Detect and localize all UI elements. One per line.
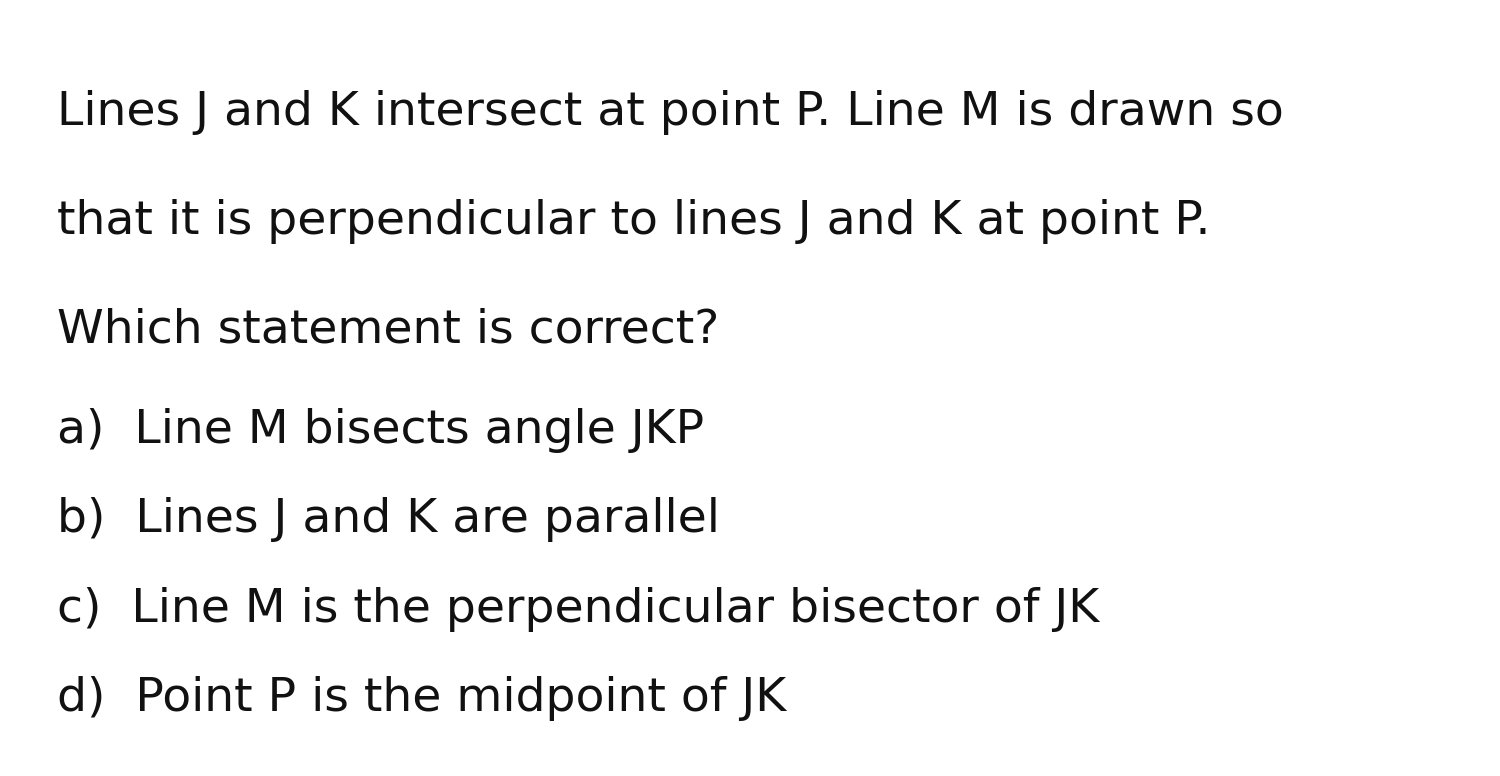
- Text: that it is perpendicular to lines J and K at point P.: that it is perpendicular to lines J and …: [57, 199, 1210, 244]
- Text: a)  Line M bisects angle JKP: a) Line M bisects angle JKP: [57, 408, 704, 453]
- Text: b)  Lines J and K are parallel: b) Lines J and K are parallel: [57, 497, 720, 542]
- Text: c)  Line M is the perpendicular bisector of JK: c) Line M is the perpendicular bisector …: [57, 587, 1100, 632]
- Text: d)  Point P is the midpoint of JK: d) Point P is the midpoint of JK: [57, 676, 786, 721]
- Text: Lines J and K intersect at point P. Line M is drawn so: Lines J and K intersect at point P. Line…: [57, 90, 1284, 135]
- Text: Which statement is correct?: Which statement is correct?: [57, 307, 720, 352]
